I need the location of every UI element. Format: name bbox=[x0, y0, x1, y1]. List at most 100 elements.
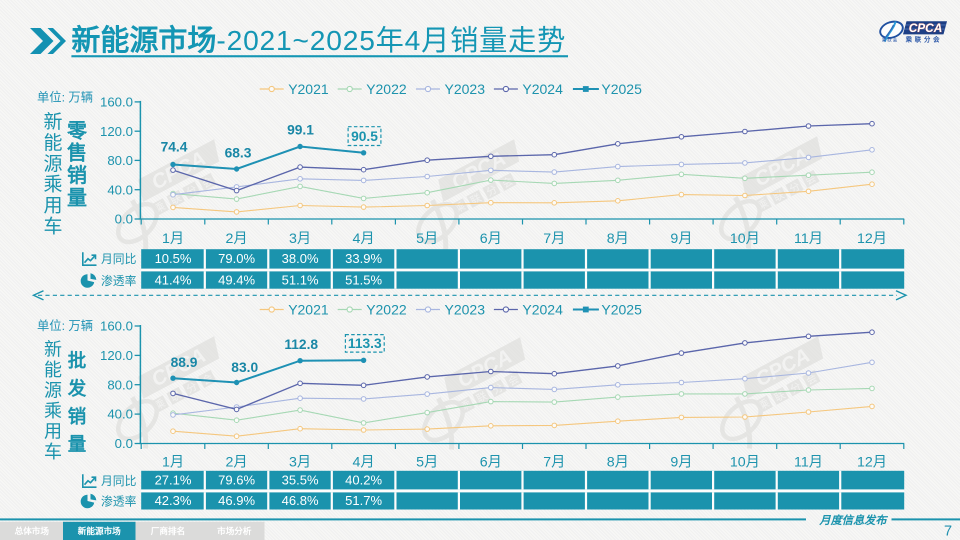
svg-text:乘联会: 乘联会 bbox=[882, 37, 899, 44]
svg-text:41.4%: 41.4% bbox=[155, 272, 192, 287]
svg-text:74.4: 74.4 bbox=[161, 140, 188, 155]
svg-text:单位: 万辆: 单位: 万辆 bbox=[37, 90, 93, 105]
svg-text:10月: 10月 bbox=[730, 231, 760, 247]
svg-text:Y2022: Y2022 bbox=[366, 302, 407, 318]
svg-text:80.0: 80.0 bbox=[107, 377, 133, 392]
svg-text:渗透率: 渗透率 bbox=[101, 274, 137, 288]
svg-text:售: 售 bbox=[67, 141, 87, 165]
svg-text:5月: 5月 bbox=[416, 231, 438, 247]
svg-text:月同比: 月同比 bbox=[101, 252, 137, 266]
svg-text:51.7%: 51.7% bbox=[345, 493, 382, 508]
svg-text:Y2024: Y2024 bbox=[522, 81, 563, 97]
svg-text:68.3: 68.3 bbox=[225, 145, 252, 160]
svg-text:49.4%: 49.4% bbox=[218, 272, 255, 287]
svg-text:112.8: 112.8 bbox=[284, 337, 318, 352]
svg-text:46.9%: 46.9% bbox=[218, 493, 255, 508]
svg-text:批: 批 bbox=[68, 350, 87, 371]
svg-text:12月: 12月 bbox=[857, 231, 887, 247]
svg-text:80.0: 80.0 bbox=[107, 153, 133, 168]
svg-text:厂商排名: 厂商排名 bbox=[151, 525, 185, 536]
svg-text:0.0: 0.0 bbox=[115, 436, 133, 451]
svg-text:120.0: 120.0 bbox=[100, 124, 133, 139]
svg-text:用: 用 bbox=[43, 196, 62, 217]
svg-text:销: 销 bbox=[68, 406, 87, 427]
svg-text:5月: 5月 bbox=[416, 454, 438, 470]
svg-text:新: 新 bbox=[43, 111, 62, 133]
svg-text:量: 量 bbox=[67, 186, 87, 209]
svg-text:Y2025: Y2025 bbox=[601, 81, 642, 97]
svg-text:7月: 7月 bbox=[543, 231, 565, 247]
svg-text:Y2023: Y2023 bbox=[445, 302, 486, 318]
svg-text:10月: 10月 bbox=[730, 454, 760, 470]
svg-text:新能源市场-2021~2025年4月销量走势: 新能源市场-2021~2025年4月销量走势 bbox=[71, 23, 566, 57]
svg-text:4月: 4月 bbox=[353, 231, 375, 247]
svg-text:新: 新 bbox=[44, 339, 62, 359]
svg-text:车: 车 bbox=[43, 216, 62, 238]
svg-text:Y2025: Y2025 bbox=[601, 302, 642, 318]
svg-text:79.0%: 79.0% bbox=[218, 251, 255, 266]
svg-text:46.8%: 46.8% bbox=[282, 493, 319, 508]
svg-text:9月: 9月 bbox=[670, 231, 692, 247]
svg-text:3月: 3月 bbox=[289, 231, 311, 247]
svg-text:11月: 11月 bbox=[794, 454, 823, 470]
svg-text:40.0: 40.0 bbox=[107, 407, 133, 422]
svg-text:销: 销 bbox=[67, 163, 87, 187]
svg-text:90.5: 90.5 bbox=[351, 129, 378, 144]
svg-text:79.6%: 79.6% bbox=[218, 472, 255, 487]
svg-text:渗透率: 渗透率 bbox=[101, 494, 137, 508]
svg-text:Y2021: Y2021 bbox=[288, 81, 329, 97]
svg-text:乘: 乘 bbox=[43, 174, 62, 196]
svg-text:160.0: 160.0 bbox=[100, 319, 133, 334]
svg-text:7月: 7月 bbox=[543, 454, 565, 470]
svg-text:8月: 8月 bbox=[607, 454, 629, 470]
svg-text:发: 发 bbox=[67, 378, 87, 399]
svg-text:10.5%: 10.5% bbox=[155, 251, 192, 266]
svg-text:用: 用 bbox=[44, 421, 62, 441]
svg-text:51.5%: 51.5% bbox=[345, 272, 382, 287]
svg-text:Y2023: Y2023 bbox=[445, 81, 486, 97]
svg-text:CPCA: CPCA bbox=[909, 21, 942, 35]
svg-text:总体市场: 总体市场 bbox=[15, 525, 50, 536]
svg-text:1月: 1月 bbox=[162, 231, 184, 247]
svg-text:单位: 万辆: 单位: 万辆 bbox=[37, 318, 93, 333]
svg-text:88.9: 88.9 bbox=[171, 355, 198, 370]
svg-text:40.2%: 40.2% bbox=[345, 472, 382, 487]
svg-text:乘: 乘 bbox=[44, 401, 62, 421]
svg-text:113.3: 113.3 bbox=[348, 336, 382, 351]
svg-text:Y2024: Y2024 bbox=[522, 302, 563, 318]
svg-text:2月: 2月 bbox=[226, 454, 248, 470]
svg-text:51.1%: 51.1% bbox=[282, 272, 319, 287]
svg-text:新能源市场: 新能源市场 bbox=[78, 525, 121, 536]
svg-text:6月: 6月 bbox=[480, 454, 502, 470]
svg-text:40.0: 40.0 bbox=[107, 182, 133, 197]
svg-text:0.0: 0.0 bbox=[115, 212, 133, 227]
svg-text:3月: 3月 bbox=[289, 454, 311, 470]
svg-text:Y2022: Y2022 bbox=[366, 81, 407, 97]
svg-text:源: 源 bbox=[44, 380, 62, 400]
svg-text:9月: 9月 bbox=[670, 454, 692, 470]
svg-text:6月: 6月 bbox=[480, 231, 502, 247]
svg-text:月度信息发布: 月度信息发布 bbox=[818, 514, 888, 527]
svg-text:11月: 11月 bbox=[794, 231, 823, 247]
svg-text:35.5%: 35.5% bbox=[282, 472, 319, 487]
svg-text:99.1: 99.1 bbox=[287, 123, 314, 138]
svg-text:33.9%: 33.9% bbox=[345, 251, 382, 266]
svg-text:Y2021: Y2021 bbox=[288, 302, 329, 318]
svg-text:7: 7 bbox=[944, 524, 952, 540]
svg-text:能: 能 bbox=[44, 360, 62, 380]
svg-text:乘联分会: 乘联分会 bbox=[905, 34, 943, 43]
svg-text:8月: 8月 bbox=[607, 231, 629, 247]
svg-text:120.0: 120.0 bbox=[100, 348, 133, 363]
svg-text:1月: 1月 bbox=[162, 454, 184, 470]
svg-text:车: 车 bbox=[44, 442, 62, 462]
svg-text:4月: 4月 bbox=[353, 454, 375, 470]
svg-text:量: 量 bbox=[68, 434, 87, 455]
svg-text:市场分析: 市场分析 bbox=[217, 525, 252, 536]
svg-text:2月: 2月 bbox=[226, 231, 248, 247]
svg-text:能: 能 bbox=[43, 132, 62, 154]
svg-text:42.3%: 42.3% bbox=[155, 493, 192, 508]
svg-text:27.1%: 27.1% bbox=[155, 472, 192, 487]
svg-text:源: 源 bbox=[43, 153, 62, 175]
svg-text:38.0%: 38.0% bbox=[282, 251, 319, 266]
svg-text:零: 零 bbox=[66, 119, 88, 142]
